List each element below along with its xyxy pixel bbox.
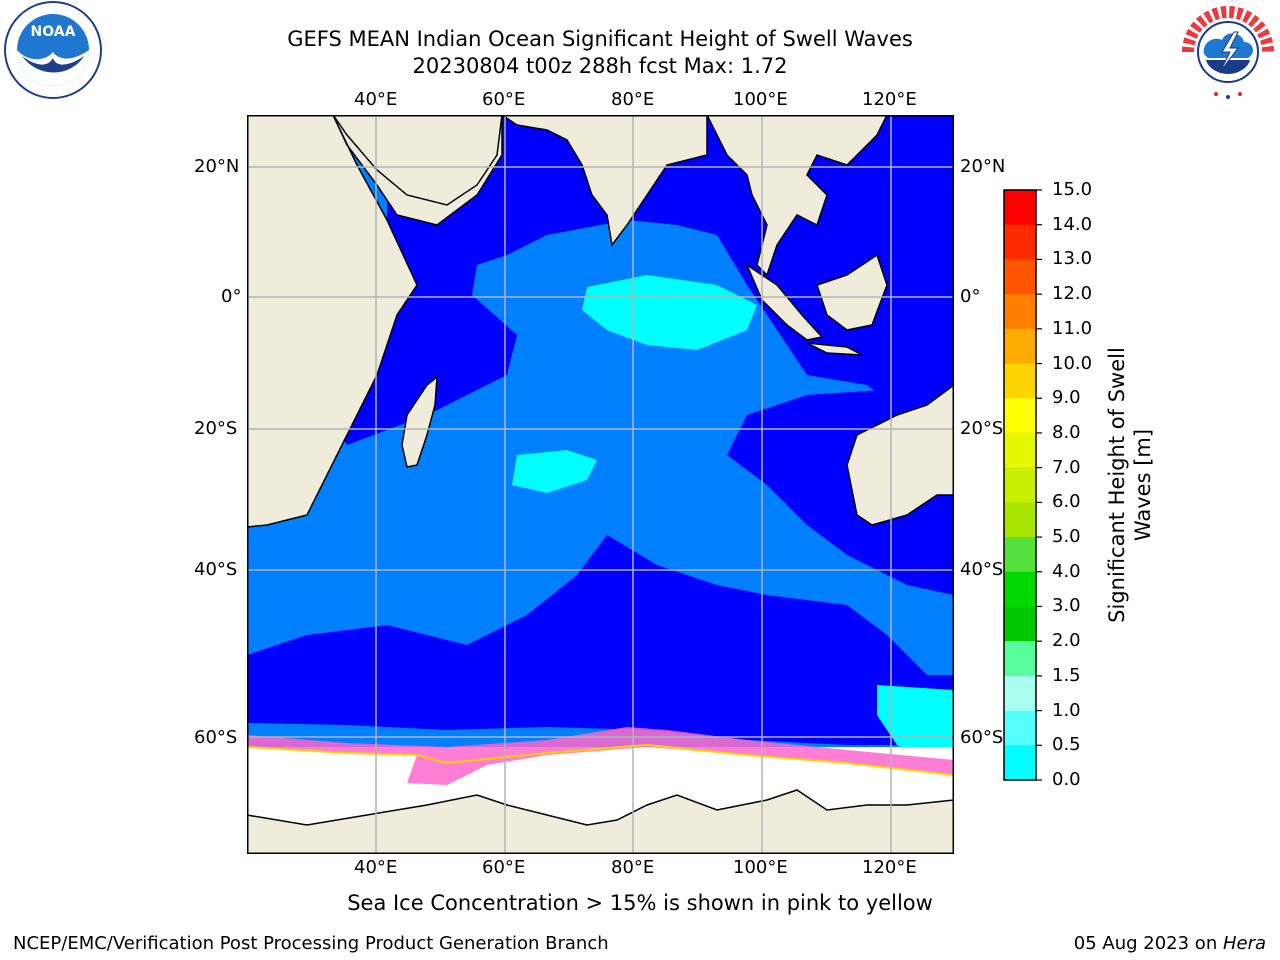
colorbar-tick-label: 2.0 [1052, 630, 1081, 652]
lon-tick-top: 40°E [354, 89, 398, 110]
colorbar-tick-label: 11.0 [1052, 317, 1093, 339]
sea-ice-band [247, 727, 954, 785]
colorbar-segment [1004, 606, 1036, 642]
land-southeast-asia [706, 115, 888, 277]
chart-title-line-2: 20230804 t00z 288h fcst Max: 1.72 [412, 54, 788, 78]
land-africa [247, 115, 503, 528]
land-borneo [816, 253, 888, 331]
colorbar-tick-label: 14.0 [1052, 213, 1093, 235]
colorbar-tick-label: 5.0 [1052, 526, 1081, 548]
land-java [806, 342, 863, 356]
ocean-high-patch-southeast [877, 685, 954, 763]
lat-tick-right: 40°S [960, 559, 1004, 580]
colorbar-segment [1004, 190, 1036, 226]
colorbar-title-line-2: Waves [m] [1131, 428, 1155, 542]
colorbar-segment [1004, 571, 1036, 607]
ocean-high-patch-equator [582, 275, 757, 350]
land-india [500, 115, 708, 247]
colorbar-tick-label: 7.0 [1052, 456, 1081, 478]
lat-tick-left: 20°S [194, 418, 238, 439]
lat-tick-right: 20°S [960, 418, 1004, 439]
lon-tick-top: 120°E [862, 89, 917, 110]
colorbar-tick-label: 3.0 [1052, 595, 1081, 617]
footer-date-text: 05 Aug 2023 on [1073, 933, 1223, 954]
colorbar-tick-label: 6.0 [1052, 491, 1081, 513]
colorbar-segment [1004, 675, 1036, 712]
colorbar-title: Significant Height of Swell Waves [m] [1104, 305, 1156, 665]
colorbar-segment [1004, 328, 1036, 365]
lon-tick-bottom: 120°E [862, 857, 917, 878]
footer-credit: NCEP/EMC/Verification Post Processing Pr… [13, 933, 609, 954]
lat-tick-left: 60°S [194, 727, 238, 748]
sea-ice-yellow-edge [247, 743, 954, 776]
colorbar-segment [1004, 398, 1036, 434]
colorbar-segment [1004, 259, 1036, 295]
lon-tick-bottom: 60°E [482, 857, 526, 878]
chart-title-line-1: GEFS MEAN Indian Ocean Significant Heigh… [287, 27, 913, 51]
colorbar-tick-label: 12.0 [1052, 283, 1093, 305]
colorbar-frame [1003, 189, 1037, 781]
sea-ice-note: Sea Ice Concentration > 15% is shown in … [347, 891, 933, 915]
lon-tick-bottom: 40°E [354, 857, 398, 878]
lat-tick-right: 20°N [960, 156, 1006, 177]
colorbar-tick-label: 4.0 [1052, 560, 1081, 582]
land-sumatra [745, 262, 824, 341]
lon-tick-bottom: 100°E [733, 857, 788, 878]
svg-text:NOAA: NOAA [31, 24, 76, 40]
colorbar-tick-label: 1.5 [1052, 664, 1081, 686]
colorbar-tick-label: 0.5 [1052, 734, 1081, 756]
colorbar-tick-label: 1.0 [1052, 699, 1081, 721]
lon-tick-top: 80°E [611, 89, 655, 110]
colorbar-tick-label: 0.0 [1052, 769, 1081, 790]
noaa-logo: NOAA [4, 1, 102, 99]
colorbar-tick-label: 13.0 [1052, 248, 1093, 270]
land-antarctica [247, 789, 954, 854]
colorbar-segment [1004, 363, 1036, 399]
footer-host: Hera [1222, 933, 1266, 954]
land-madagascar [401, 375, 438, 468]
nws-logo [1180, 4, 1276, 100]
colorbar-tick-label: 10.0 [1052, 352, 1093, 374]
land-australia [846, 384, 954, 526]
colorbar-segment [1004, 537, 1036, 573]
colorbar [1003, 189, 1042, 781]
colorbar-title-line-1: Significant Height of Swell [1105, 347, 1129, 623]
map-svg [247, 115, 954, 854]
colorbar-segment [1004, 467, 1036, 503]
colorbar-tick-label: 15.0 [1052, 179, 1093, 200]
colorbar-segment [1004, 294, 1036, 330]
lon-tick-top: 100°E [733, 89, 788, 110]
map-graticule [247, 115, 954, 854]
colorbar-segment [1004, 641, 1036, 677]
lat-tick-left: 20°N [194, 156, 240, 177]
ocean-low-region-south [247, 535, 954, 745]
colorbar-tick-label: 9.0 [1052, 387, 1081, 409]
ocean-high-patch-south [512, 450, 597, 493]
lat-tick-left: 40°S [194, 559, 238, 580]
lon-tick-top: 60°E [482, 89, 526, 110]
lat-tick-right: 60°S [960, 727, 1004, 748]
map-area [247, 115, 954, 854]
colorbar-segment [1004, 710, 1036, 746]
colorbar-segment [1004, 432, 1036, 469]
lat-tick-right: 0° [960, 286, 981, 307]
footer-date: 05 Aug 2023 on Hera [1074, 933, 1266, 954]
map-frame [247, 115, 954, 854]
lat-tick-left: 0° [221, 286, 242, 307]
colorbar-tick-label: 8.0 [1052, 421, 1081, 443]
lon-tick-bottom: 80°E [611, 857, 655, 878]
colorbar-segment [1004, 502, 1036, 538]
colorbar-segment [1004, 745, 1036, 781]
colorbar-segment [1004, 224, 1036, 260]
